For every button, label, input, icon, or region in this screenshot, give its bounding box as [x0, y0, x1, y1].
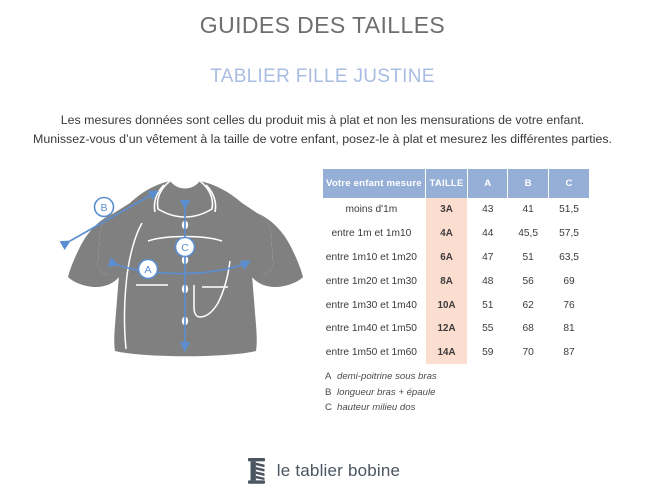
- table-row: entre 1m20 et 1m30 8A 48 56 69: [323, 269, 589, 294]
- cell-taille: 3A: [425, 198, 468, 222]
- cell-taille: 14A: [425, 340, 468, 365]
- size-table-body: moins d'1m 3A 43 41 51,5 entre 1m et 1m10 4A 44…: [323, 198, 589, 365]
- cell-a: 43: [468, 198, 508, 222]
- cell-taille: 10A: [425, 293, 468, 317]
- table-row: entre 1m50 et 1m60 14A 59 70 87: [323, 340, 589, 365]
- measure-arrow-a: [107, 257, 251, 275]
- cell-b: 51: [508, 245, 549, 270]
- cell-a: 47: [468, 245, 508, 270]
- brand-footer: le tablier bobine: [0, 456, 645, 486]
- table-row: entre 1m40 et 1m50 12A 55 68 81: [323, 316, 589, 341]
- legend-text: hauteur milieu dos: [337, 402, 416, 413]
- table-row: moins d'1m 3A 43 41 51,5: [323, 198, 589, 222]
- cell-description: moins d'1m: [323, 198, 425, 222]
- product-subtitle: TABLIER FILLE JUSTINE: [210, 66, 435, 87]
- column-header-c: C: [549, 169, 589, 198]
- marker-badge-c: C: [174, 236, 196, 258]
- cell-b: 62: [508, 293, 549, 317]
- marker-badge-a: A: [137, 258, 159, 280]
- cell-b: 41: [508, 198, 549, 222]
- cell-b: 45,5: [508, 221, 549, 246]
- brand-name: le tablier bobine: [276, 461, 401, 480]
- marker-badge-b: B: [93, 196, 115, 218]
- size-table-head: Votre enfant mesure TAILLE A B C: [323, 169, 589, 198]
- marker-label-b: B: [100, 202, 107, 214]
- cell-description: entre 1m30 et 1m40: [323, 293, 425, 317]
- page-title: GUIDES DES TAILLES: [199, 12, 446, 38]
- cell-c: 57,5: [549, 221, 589, 246]
- legend-key: A: [325, 371, 332, 382]
- size-table-header-row: Votre enfant mesure TAILLE A B C: [323, 169, 589, 198]
- marker-label-a: A: [144, 264, 151, 276]
- column-header-description: Votre enfant mesure: [323, 169, 425, 198]
- cell-taille: 4A: [425, 221, 468, 246]
- cell-c: 76: [549, 293, 589, 317]
- legend-text: demi-poitrine sous bras: [337, 371, 437, 382]
- table-row: entre 1m10 et 1m20 6A 47 51 63,5: [323, 245, 589, 270]
- table-row: entre 1m et 1m10 4A 44 45,5 57,5: [323, 221, 589, 246]
- cell-description: entre 1m50 et 1m60: [323, 340, 425, 365]
- column-header-b: B: [508, 169, 549, 198]
- cell-c: 87: [549, 340, 589, 365]
- cell-c: 69: [549, 269, 589, 294]
- intro-text: Les mesures données sont celles du produ…: [0, 88, 645, 149]
- size-table-wrapper: Votre enfant mesure TAILLE A B C moins d…: [322, 169, 590, 365]
- cell-taille: 6A: [425, 245, 468, 270]
- marker-label-c: C: [181, 242, 189, 254]
- cell-c: 63,5: [549, 245, 589, 270]
- cell-taille: 12A: [425, 316, 468, 341]
- cell-description: entre 1m20 et 1m30: [323, 269, 425, 294]
- cell-a: 51: [468, 293, 508, 317]
- column-header-taille: TAILLE: [425, 169, 468, 198]
- cell-a: 55: [468, 316, 508, 341]
- cell-taille: 8A: [425, 269, 468, 294]
- content-area: B C A Votre enfant mesure TAILLE A B C: [0, 163, 645, 443]
- intro-line-1: Les mesures données sont celles du produ…: [60, 113, 585, 127]
- cell-b: 68: [508, 316, 549, 341]
- garment-svg: B C A: [59, 180, 303, 357]
- cell-c: 81: [549, 316, 589, 341]
- measure-arrow-b: [59, 190, 159, 250]
- thread-spool-icon: [247, 458, 265, 484]
- cell-description: entre 1m10 et 1m20: [323, 245, 425, 270]
- cell-c: 51,5: [549, 198, 589, 222]
- legend-text: longueur bras + épaule: [337, 386, 436, 398]
- column-header-a: A: [468, 169, 508, 198]
- legend-key: C: [325, 402, 332, 413]
- cell-description: entre 1m40 et 1m50: [323, 316, 425, 341]
- cell-a: 59: [468, 340, 508, 365]
- size-table: Votre enfant mesure TAILLE A B C moins d…: [322, 169, 590, 365]
- intro-line-2: Munissez-vous d’un vêtement à la taille …: [33, 132, 612, 146]
- cell-a: 44: [468, 221, 508, 246]
- cell-b: 70: [508, 340, 549, 365]
- cell-b: 56: [508, 269, 549, 294]
- table-row: entre 1m30 et 1m40 10A 51 62 76: [323, 293, 589, 317]
- garment-illustration: B C A: [52, 165, 317, 380]
- cell-description: entre 1m et 1m10: [323, 221, 425, 246]
- legend-key: B: [325, 386, 332, 398]
- cell-a: 48: [468, 269, 508, 294]
